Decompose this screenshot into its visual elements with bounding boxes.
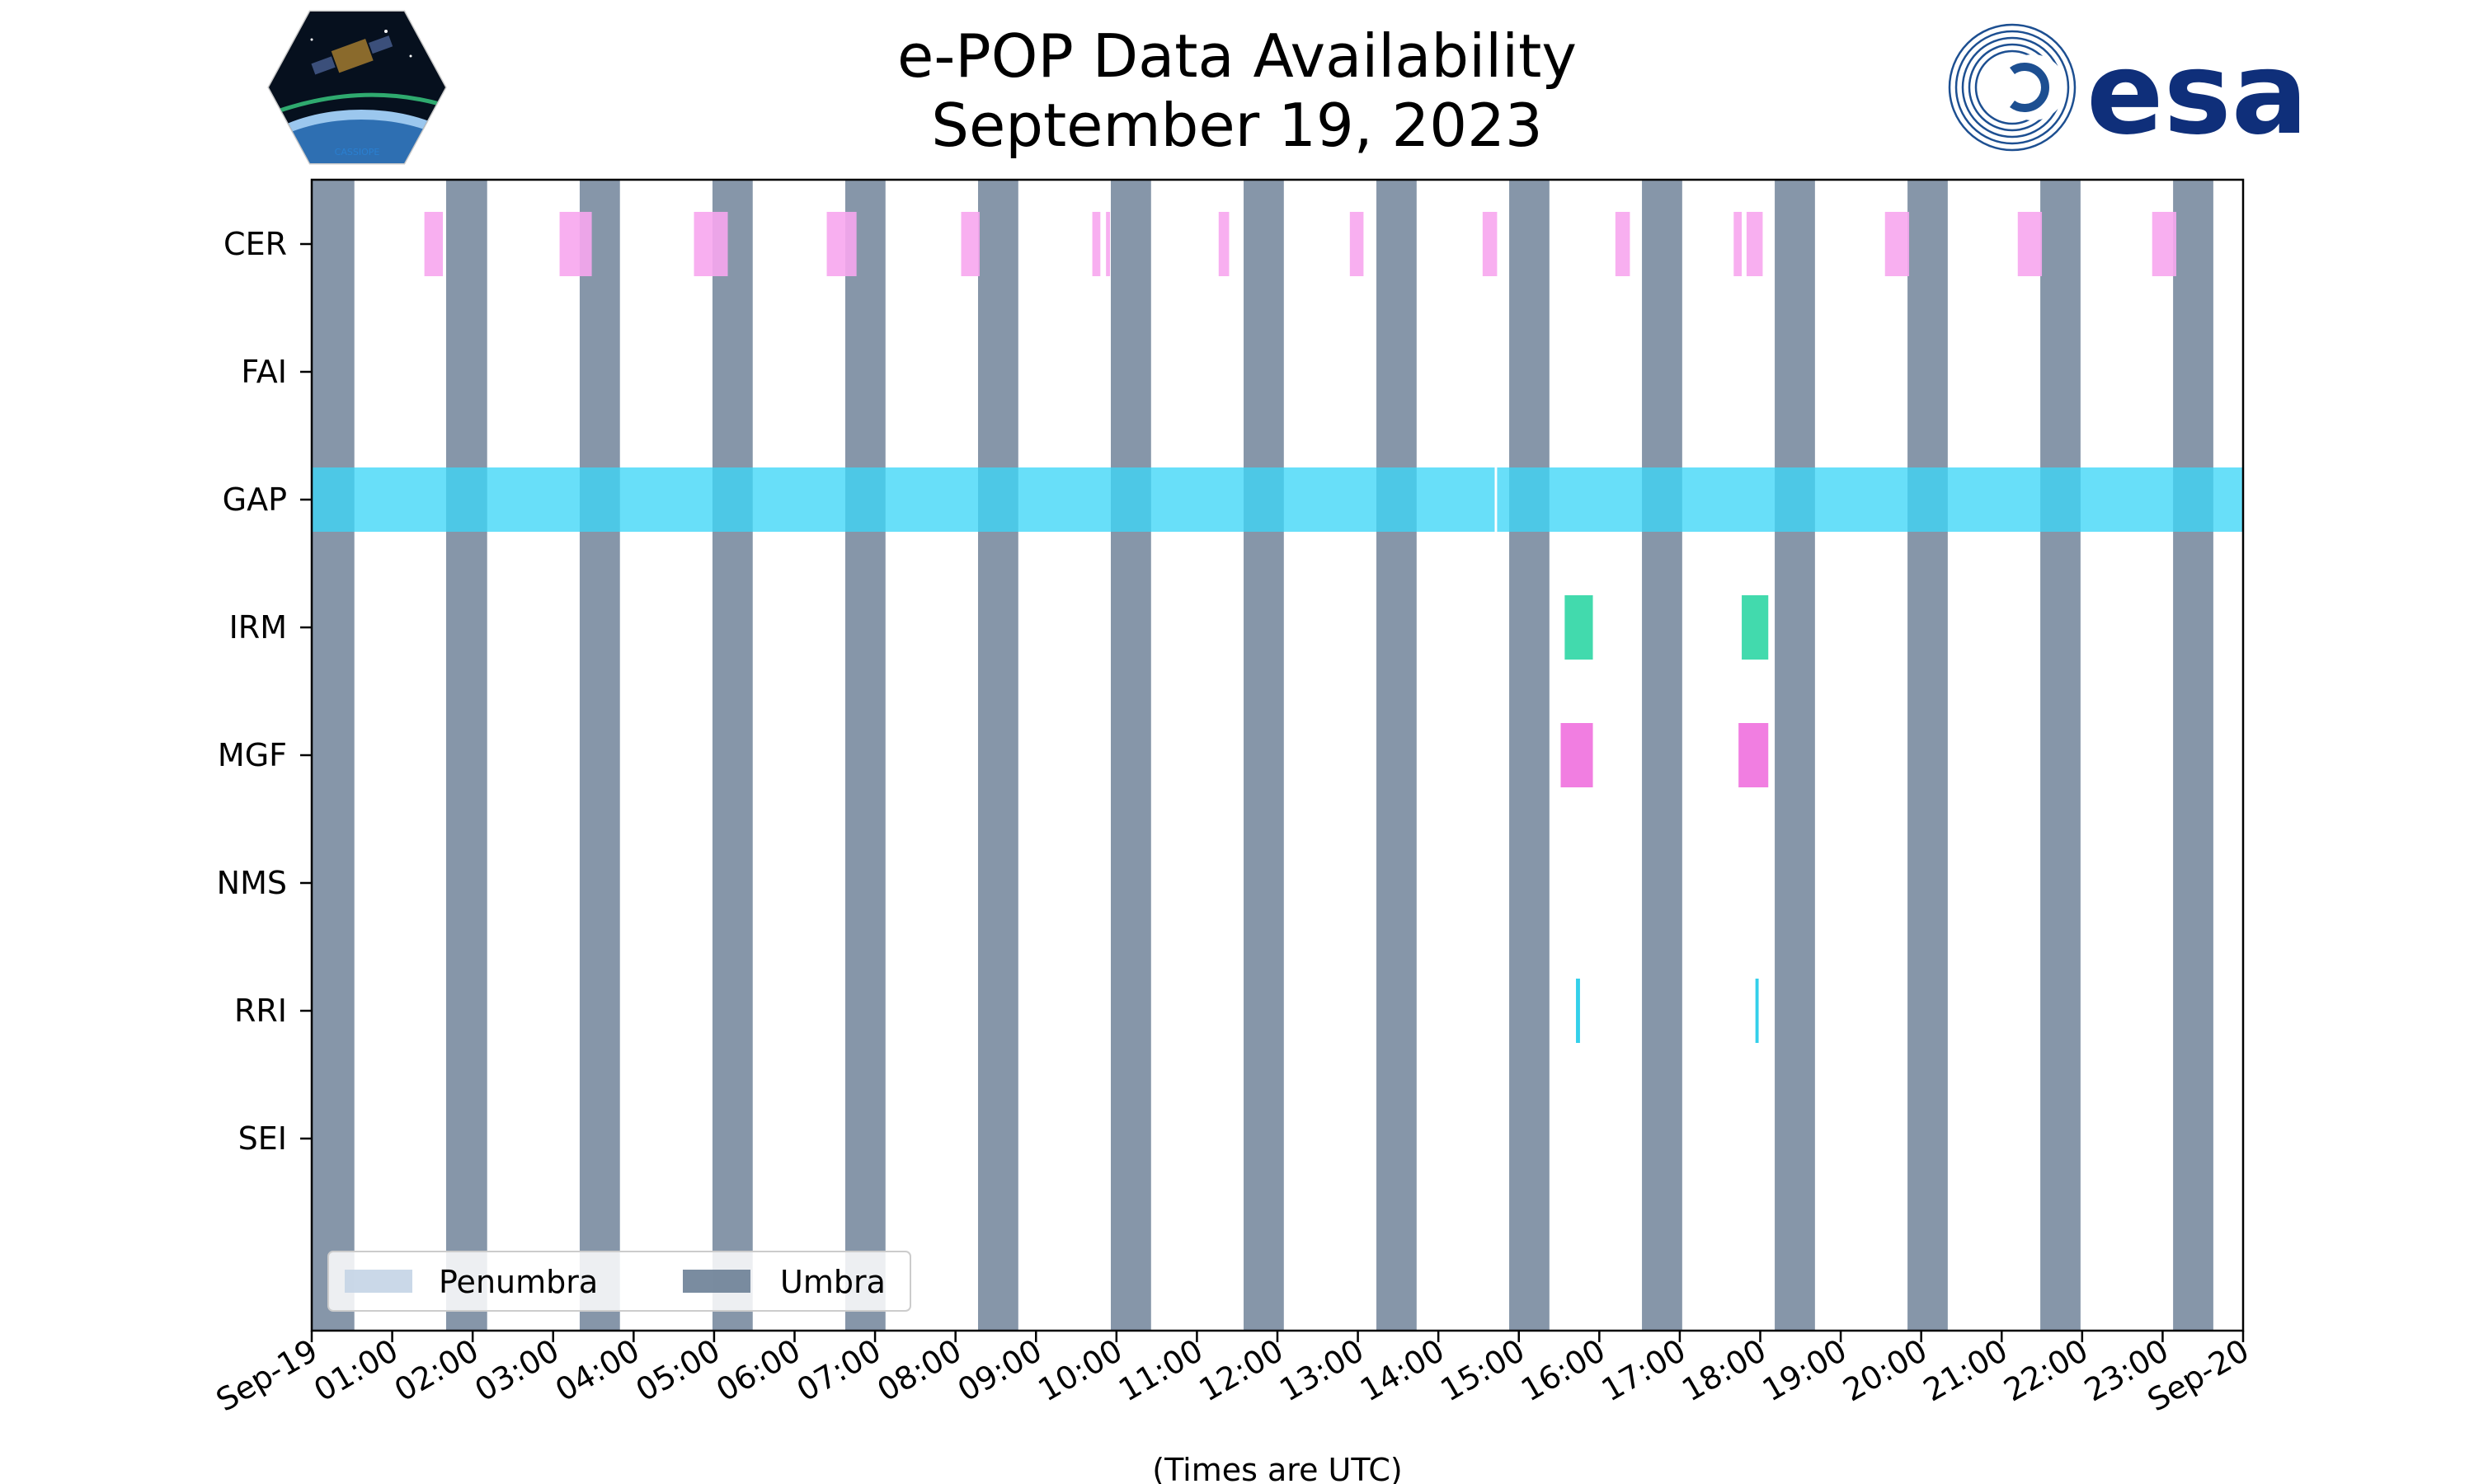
legend-label: Penumbra (439, 1264, 598, 1300)
x-tick-label: 08:00 (871, 1332, 967, 1409)
umbra-band (844, 180, 886, 1331)
bar-irm (1564, 595, 1593, 660)
y-tick-label: RRI (234, 993, 287, 1029)
bar-cer (1746, 212, 1763, 276)
umbra-bands (312, 180, 2213, 1331)
bar-cer (694, 212, 728, 276)
umbra-band (1244, 180, 1284, 1331)
umbra-band (1642, 180, 1682, 1331)
bar-cer (1349, 212, 1364, 276)
y-tick-label: CER (223, 226, 287, 262)
bar-cer (1733, 212, 1743, 276)
umbra-band (1907, 180, 1948, 1331)
y-tick-label: GAP (223, 481, 287, 518)
bar-cer (1615, 212, 1630, 276)
y-tick-label: MGF (218, 737, 287, 773)
x-axis: Sep-1901:0002:0003:0004:0005:0006:0007:0… (210, 1331, 2255, 1419)
x-tick-label: 05:00 (630, 1332, 727, 1409)
y-axis: CER FAI GAP IRM MGF NMS RRI SEI (217, 226, 312, 1157)
bar-cer (1482, 212, 1498, 276)
x-tick-label: 15:00 (1434, 1332, 1531, 1409)
umbra-band (1509, 180, 1550, 1331)
x-tick-label: 21:00 (1917, 1332, 2014, 1409)
bar-gap (1497, 467, 2243, 532)
umbra-band (312, 180, 355, 1331)
x-tick-label: 04:00 (549, 1332, 646, 1409)
bar-cer (559, 212, 592, 276)
umbra-band (445, 180, 487, 1331)
bar-irm (1742, 595, 1769, 660)
legend: Penumbra Umbra (327, 1251, 911, 1312)
instrument-bars (312, 212, 2243, 1043)
bar-cer (424, 212, 444, 276)
umbra-band (579, 180, 620, 1331)
svg-text:esa: esa (2086, 27, 2308, 160)
umbra-band (2040, 180, 2081, 1331)
umbra-band (712, 180, 753, 1331)
bar-cer (2152, 212, 2177, 276)
bar-cer (1106, 212, 1111, 276)
x-tick-label: 18:00 (1676, 1332, 1772, 1409)
x-tick-label: 10:00 (1032, 1332, 1128, 1409)
chart-title: e-POP Data Availability (897, 21, 1577, 91)
cassiope-logo: CASSIOPE (267, 10, 447, 165)
bar-cer (1092, 212, 1101, 276)
bar-mgf (1560, 723, 1593, 787)
x-tick-label: 06:00 (710, 1332, 807, 1409)
x-tick-label: 03:00 (468, 1332, 565, 1409)
bar-mgf (1738, 723, 1769, 787)
svg-text:CASSIOPE: CASSIOPE (335, 147, 380, 157)
x-tick-label: 07:00 (791, 1332, 887, 1409)
umbra-band (1376, 180, 1417, 1331)
x-tick-label: 19:00 (1757, 1332, 1853, 1409)
bar-cer (1218, 212, 1230, 276)
x-axis-label: (Times are UTC) (1152, 1452, 1402, 1484)
esa-logo: esa (1948, 23, 2308, 160)
y-tick-label: NMS (217, 865, 287, 901)
bar-rri (1576, 979, 1580, 1043)
x-tick-label: 12:00 (1193, 1332, 1290, 1409)
x-tick-label: 01:00 (308, 1332, 404, 1409)
umbra-band (1111, 180, 1151, 1331)
umbra-band (1775, 180, 1815, 1331)
legend-swatch (345, 1270, 412, 1293)
y-tick-label: IRM (229, 609, 287, 646)
umbra-band (977, 180, 1018, 1331)
legend-label: Umbra (780, 1264, 886, 1300)
x-tick-label: 16:00 (1515, 1332, 1611, 1409)
x-tick-label: 22:00 (1997, 1332, 2094, 1409)
bar-cer (2017, 212, 2043, 276)
umbra-band (2173, 180, 2213, 1331)
x-tick-label: 02:00 (388, 1332, 485, 1409)
bar-cer (961, 212, 980, 276)
x-tick-label: 09:00 (952, 1332, 1048, 1409)
legend-swatch (683, 1270, 750, 1293)
x-tick-label: 17:00 (1596, 1332, 1692, 1409)
x-tick-label: Sep-19 (210, 1332, 324, 1419)
y-tick-label: SEI (238, 1120, 287, 1157)
bar-rri (1755, 979, 1759, 1043)
bar-gap (312, 467, 1495, 532)
chart-subtitle: September 19, 2023 (931, 91, 1543, 160)
y-tick-label: FAI (241, 354, 287, 390)
x-tick-label: 13:00 (1273, 1332, 1370, 1409)
x-tick-label: 14:00 (1354, 1332, 1451, 1409)
legend-box (327, 1251, 911, 1312)
bar-cer (1884, 212, 1910, 276)
x-tick-label: 20:00 (1837, 1332, 1933, 1409)
bar-cer (826, 212, 857, 276)
x-tick-label: 11:00 (1112, 1332, 1209, 1409)
